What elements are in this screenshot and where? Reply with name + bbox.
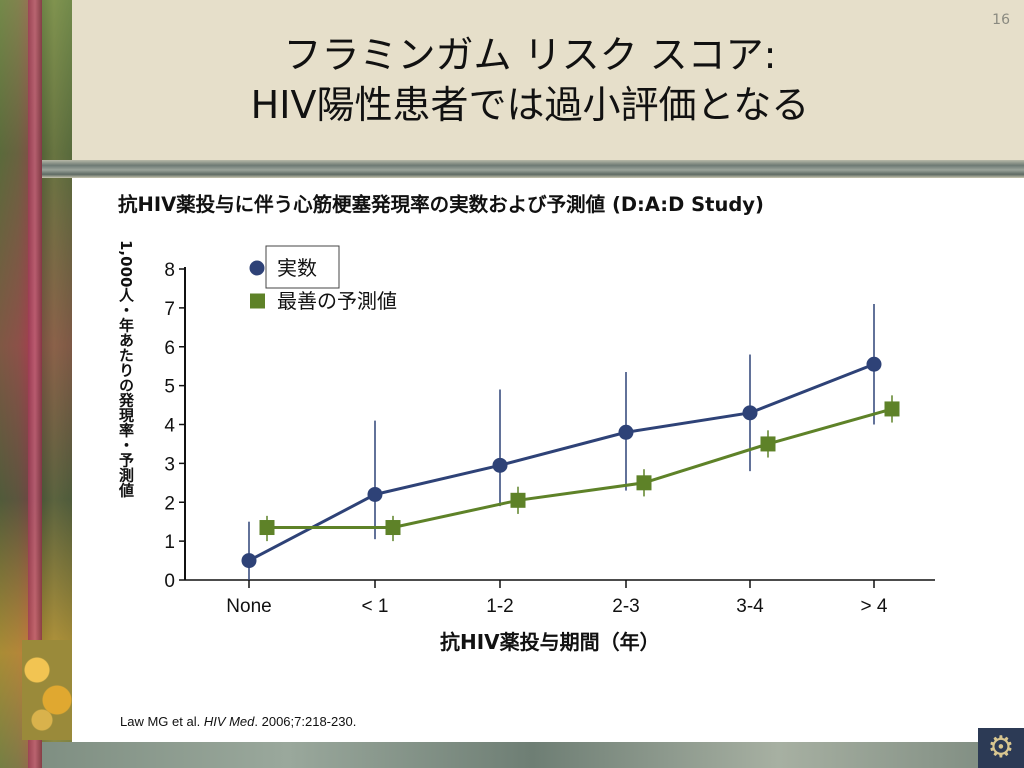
x-tick-label: None [226,596,271,617]
slide-title-line1: フラミンガム リスク スコア: [283,33,777,77]
x-tick-label: 2-3 [612,596,639,617]
citation: Law MG et al. HIV Med. 2006;7:218-230. [120,714,356,729]
data-point [742,405,758,421]
legend-marker [250,293,265,309]
slide-title: フラミンガム リスク スコア: HIV陽性患者では過小評価となる [140,30,920,130]
decorative-bark [28,0,42,768]
x-tick-label: 3-4 [736,596,764,617]
y-tick-label: 2 [164,493,175,514]
legend-label: 最善の予測値 [277,289,397,313]
decorative-divider-band [42,160,1024,178]
decorative-bottom-band [42,742,1024,768]
slide-number: 16 [992,12,1010,28]
y-tick-label: 5 [164,377,175,398]
y-tick-label: 8 [164,260,175,281]
x-axis-label: 抗HIV薬投与期間（年） [440,630,660,654]
citation-suffix: . 2006;7:218-230. [254,714,357,729]
data-point [367,486,383,502]
gear-icon[interactable]: ⚙ [978,728,1024,768]
data-point [259,520,275,536]
data-point [492,457,508,473]
decorative-nature-strip [0,0,72,768]
y-tick-label: 0 [164,571,175,592]
series-line [248,362,875,562]
x-tick-label: 1-2 [486,596,513,617]
data-point [884,401,900,417]
chart-title: 抗HIV薬投与に伴う心筋梗塞発現率の実数および予測値 (D:A:D Study) [118,193,764,216]
y-tick-label: 6 [164,338,175,359]
data-point [636,475,652,491]
y-tick-label: 7 [164,299,175,320]
chart-panel [72,178,1024,742]
x-tick-label: > 4 [861,596,888,617]
y-tick-label: 1 [164,532,175,553]
data-point [760,436,776,452]
legend-marker [249,260,265,276]
y-axis-label: 1,000人・年あたりの発現率・予測値 [117,240,135,498]
citation-journal: HIV Med [203,714,255,729]
slide-title-line2: HIV陽性患者では過小評価となる [250,83,810,127]
legend-highlight-box [265,245,340,289]
y-tick-label: 3 [164,454,175,475]
data-point [510,492,526,508]
data-point [866,356,882,372]
data-point [241,553,257,569]
x-tick-label: < 1 [362,596,389,617]
decorative-leaves [22,640,72,740]
legend-label: 実数 [277,256,317,280]
y-tick-label: 4 [164,416,175,437]
citation-prefix: Law MG et al. [120,714,204,729]
data-point [385,520,401,536]
data-point [618,424,634,440]
series-line [267,407,893,530]
